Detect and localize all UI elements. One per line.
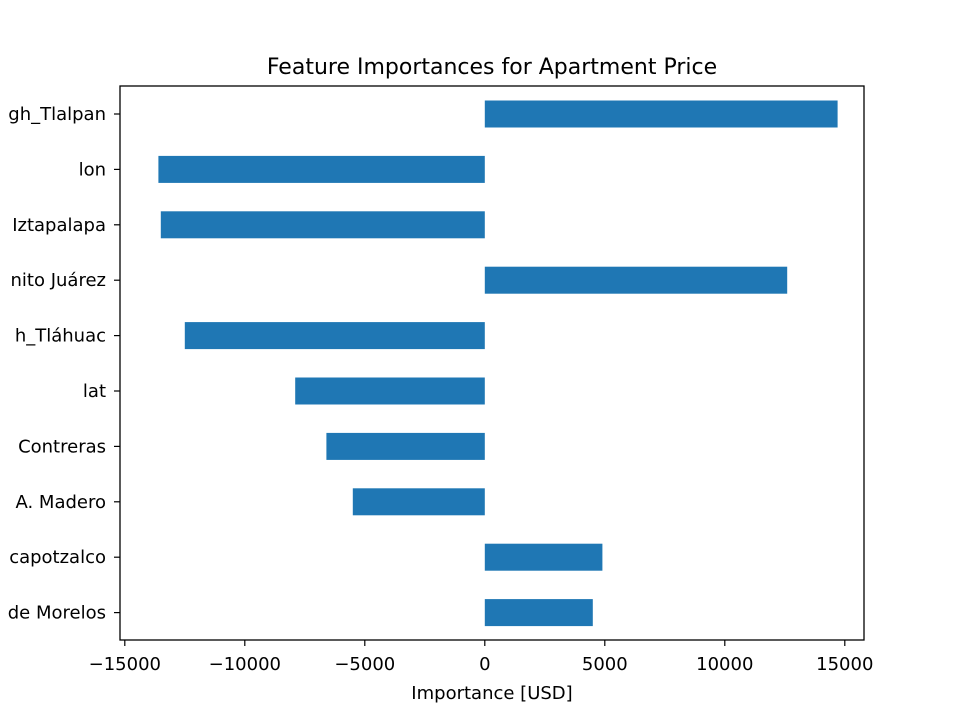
y-tick-label: lon bbox=[79, 159, 106, 180]
x-tick-label: 5000 bbox=[582, 654, 628, 675]
x-tick-label: 10000 bbox=[696, 654, 753, 675]
y-tick-label: h_Tláhuac bbox=[15, 326, 106, 347]
x-tick-label: 0 bbox=[479, 654, 490, 675]
y-tick-label: Iztapalapa bbox=[12, 215, 106, 236]
y-tick-label: nito Juárez bbox=[11, 270, 106, 291]
bar-1 bbox=[158, 155, 485, 183]
x-tick-label: 15000 bbox=[816, 654, 873, 675]
bar-3 bbox=[484, 266, 788, 294]
y-tick-label: capotzalco bbox=[9, 547, 106, 568]
y-tick-label: Contreras bbox=[18, 436, 106, 457]
bar-5 bbox=[295, 377, 485, 405]
plot-frame bbox=[119, 85, 865, 641]
y-tick-label: gh_Tlalpan bbox=[8, 104, 106, 125]
bar-7 bbox=[352, 488, 485, 516]
bar-6 bbox=[326, 432, 485, 460]
x-axis-label: Importance [USD] bbox=[411, 683, 572, 704]
bar-4 bbox=[184, 322, 485, 350]
bar-0 bbox=[484, 100, 838, 128]
x-tick-label: −5000 bbox=[334, 654, 395, 675]
bar-8 bbox=[484, 543, 603, 571]
x-axis: −15000 −10000 −5000 0 5000 10000 15000 bbox=[89, 640, 873, 675]
x-tick-label: −15000 bbox=[89, 654, 161, 675]
chart-title: Feature Importances for Apartment Price bbox=[267, 55, 717, 80]
bars-layer bbox=[158, 100, 838, 627]
y-tick-label: A. Madero bbox=[15, 492, 106, 513]
x-tick-label: −10000 bbox=[209, 654, 281, 675]
y-tick-label: lat bbox=[83, 381, 106, 402]
y-tick-label: de Morelos bbox=[8, 603, 106, 624]
bar-2 bbox=[160, 211, 485, 239]
bar-9 bbox=[484, 599, 593, 627]
